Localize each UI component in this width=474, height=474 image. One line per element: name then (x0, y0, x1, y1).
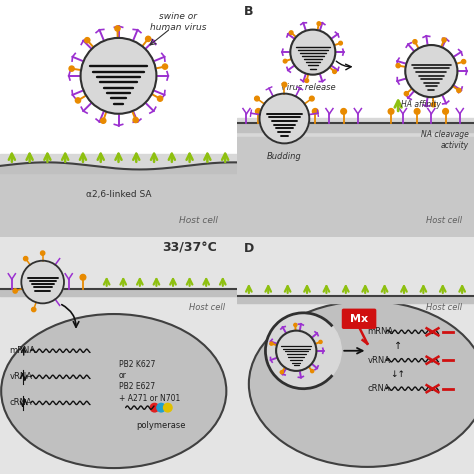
Circle shape (294, 323, 297, 327)
Circle shape (259, 94, 309, 143)
Text: Host cell: Host cell (189, 303, 225, 312)
Ellipse shape (249, 301, 474, 467)
Circle shape (404, 91, 409, 96)
Text: Host cell: Host cell (426, 303, 462, 312)
Circle shape (255, 109, 261, 114)
Circle shape (290, 30, 336, 74)
Circle shape (310, 370, 314, 373)
Circle shape (462, 60, 466, 64)
Text: Host cell: Host cell (179, 216, 218, 225)
Text: HA affinity: HA affinity (401, 100, 440, 109)
Text: α2,6-linked SA: α2,6-linked SA (86, 190, 151, 199)
Circle shape (317, 22, 321, 26)
Text: ↑: ↑ (394, 341, 402, 351)
Circle shape (265, 313, 341, 389)
Circle shape (289, 31, 293, 35)
Circle shape (341, 109, 346, 114)
Circle shape (283, 59, 287, 63)
Circle shape (163, 64, 168, 69)
Text: 33/37°C: 33/37°C (162, 242, 217, 255)
Circle shape (150, 403, 159, 412)
Circle shape (133, 118, 138, 123)
Polygon shape (237, 118, 474, 237)
Text: Host cell: Host cell (426, 216, 462, 225)
Circle shape (23, 274, 29, 280)
Circle shape (333, 70, 337, 73)
Circle shape (85, 37, 90, 43)
Polygon shape (0, 171, 237, 237)
Circle shape (339, 41, 342, 45)
Text: vRNA: vRNA (9, 373, 33, 381)
Circle shape (305, 79, 309, 82)
Circle shape (32, 308, 36, 312)
Text: cRNA: cRNA (9, 399, 32, 407)
Circle shape (40, 251, 45, 255)
Circle shape (442, 38, 446, 42)
Circle shape (284, 109, 290, 114)
Circle shape (270, 342, 273, 345)
Circle shape (52, 274, 57, 280)
Text: swine or
human virus: swine or human virus (149, 12, 206, 32)
Text: Virus release: Virus release (281, 83, 336, 92)
Circle shape (443, 109, 448, 114)
Circle shape (100, 118, 106, 123)
Circle shape (115, 26, 120, 31)
Circle shape (21, 261, 64, 303)
Text: NA cleavage
activity: NA cleavage activity (421, 130, 469, 150)
Text: polymerase: polymerase (137, 421, 186, 429)
Circle shape (69, 66, 74, 71)
Circle shape (164, 403, 172, 412)
Circle shape (310, 96, 314, 101)
Polygon shape (0, 154, 237, 237)
Circle shape (146, 36, 151, 42)
Circle shape (255, 96, 259, 101)
Circle shape (396, 64, 400, 68)
Polygon shape (237, 137, 474, 237)
Ellipse shape (1, 314, 227, 468)
Circle shape (157, 403, 165, 412)
Circle shape (280, 371, 283, 374)
Circle shape (157, 96, 163, 101)
Circle shape (81, 38, 156, 114)
FancyBboxPatch shape (342, 309, 375, 328)
Circle shape (282, 82, 287, 87)
Circle shape (75, 98, 81, 103)
Circle shape (13, 289, 17, 293)
Circle shape (24, 256, 28, 261)
Polygon shape (237, 237, 474, 474)
Text: cRNA: cRNA (367, 384, 390, 393)
Text: ↓↑: ↓↑ (391, 370, 406, 379)
Text: Mx: Mx (350, 314, 368, 324)
Circle shape (319, 340, 322, 344)
Circle shape (80, 274, 86, 280)
Text: D: D (244, 242, 255, 255)
Text: Budding: Budding (267, 152, 302, 161)
Circle shape (431, 102, 436, 107)
Circle shape (457, 88, 461, 92)
Text: mRNA: mRNA (9, 346, 36, 355)
Text: vRNA: vRNA (367, 356, 391, 365)
Text: mRNA: mRNA (367, 328, 393, 336)
Circle shape (312, 109, 318, 114)
Circle shape (413, 40, 417, 44)
Circle shape (276, 331, 316, 371)
Circle shape (388, 109, 394, 114)
Circle shape (414, 109, 420, 114)
Text: B: B (244, 5, 254, 18)
Circle shape (405, 45, 457, 97)
Polygon shape (0, 237, 237, 474)
Text: PB2 K627
or
PB2 E627
+ A271 or N701: PB2 K627 or PB2 E627 + A271 or N701 (118, 360, 180, 402)
